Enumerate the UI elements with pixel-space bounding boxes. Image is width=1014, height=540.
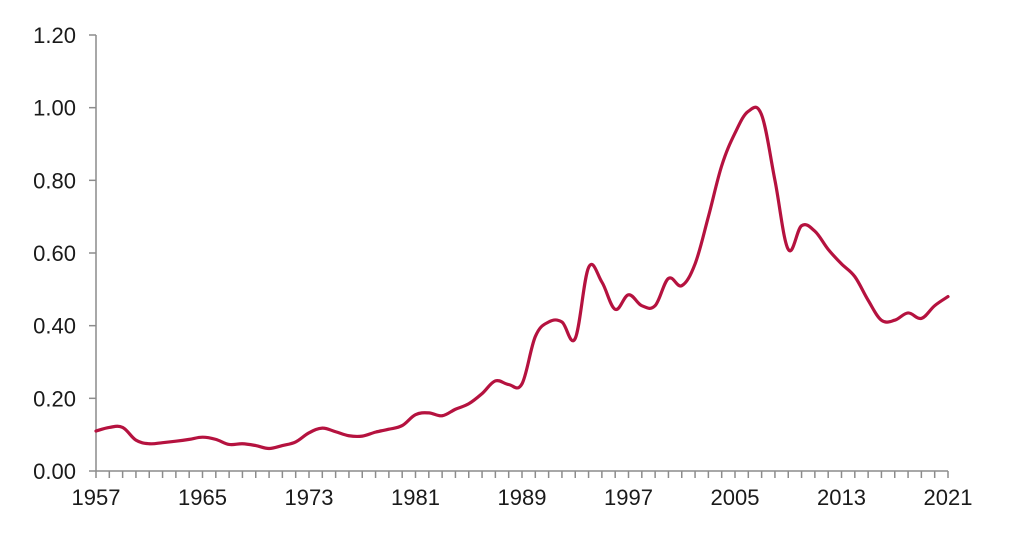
x-tick-label: 2021: [924, 485, 973, 510]
x-tick-label: 1997: [604, 485, 653, 510]
x-tick-label: 1957: [72, 485, 121, 510]
x-tick-label: 1973: [285, 485, 334, 510]
series-line-0: [94, 105, 950, 451]
x-tick-label: 1981: [391, 485, 440, 510]
x-tick-label: 1965: [178, 485, 227, 510]
y-axis: 0.00 0.20 0.40 0.60 0.80 1.00 1.20: [33, 23, 97, 484]
x-tick-label: 2005: [711, 485, 760, 510]
y-tick-label: 0.00: [33, 459, 76, 484]
x-tick-label: 1989: [498, 485, 547, 510]
y-tick-label: 1.00: [33, 96, 76, 121]
series-group: [94, 105, 950, 451]
x-axis: 1957 1965 1973 1981 1989 1997 2005 2013 2021: [72, 470, 973, 510]
y-tick-label: 0.80: [33, 168, 76, 193]
y-tick-label: 0.40: [33, 314, 76, 339]
y-tick-label: 0.20: [33, 386, 76, 411]
x-tick-label: 2013: [817, 485, 866, 510]
y-tick-label: 0.60: [33, 241, 76, 266]
y-tick-label: 1.20: [33, 23, 76, 48]
